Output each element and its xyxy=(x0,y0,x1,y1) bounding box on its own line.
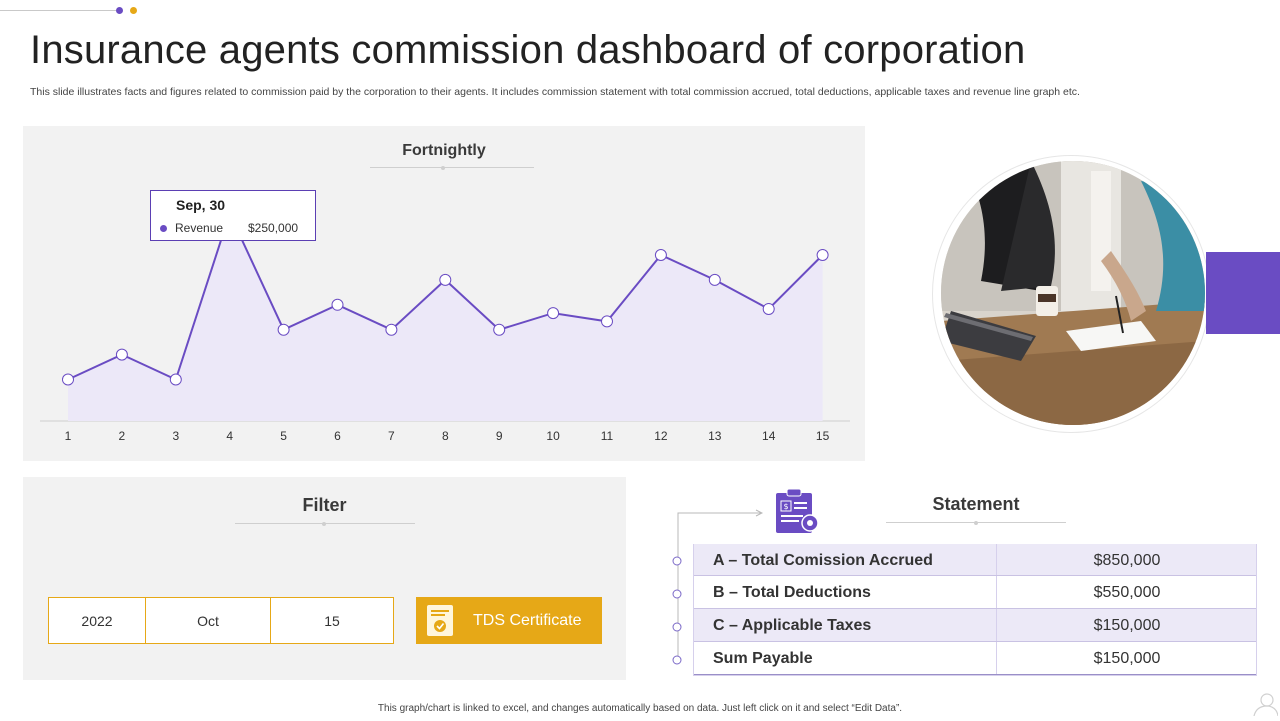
tds-certificate-label: TDS Certificate xyxy=(473,612,582,629)
tooltip-series-name: Revenue xyxy=(175,221,224,235)
user-silhouette-icon xyxy=(1252,692,1279,721)
purple-accent-block xyxy=(1206,252,1280,334)
certificate-badge-icon xyxy=(427,605,453,641)
statement-label: C – Applicable Taxes xyxy=(713,617,872,634)
statement-label: B – Total Deductions xyxy=(713,584,871,601)
purple-dot-decoration xyxy=(116,7,123,14)
statement-row-accrued: A – Total Comission Accrued $850,000 xyxy=(693,544,1257,576)
filter-panel-title: Filter xyxy=(302,495,347,515)
filter-panel: Filter xyxy=(23,477,626,680)
tooltip-series-dot xyxy=(160,225,167,232)
clipboard-dollar-gear-icon: $ xyxy=(775,488,821,539)
row-divider xyxy=(996,576,997,608)
chart-panel-title: Fortnightly xyxy=(402,142,486,159)
statement-row-sum-payable: Sum Payable $150,000 xyxy=(693,642,1257,676)
day-field[interactable]: 15 xyxy=(270,597,394,644)
chart-title-rule-dot xyxy=(441,166,445,170)
tooltip-value: $250,000 xyxy=(248,221,299,235)
statement-label: A – Total Comission Accrued xyxy=(713,552,933,569)
statement-table: A – Total Comission Accrued $850,000 B –… xyxy=(693,544,1257,676)
row-divider xyxy=(996,609,997,641)
month-field[interactable]: Oct xyxy=(145,597,271,644)
statement-title-rule-dot xyxy=(974,521,978,525)
chart-panel: Fortnightly xyxy=(23,126,865,461)
gold-dot-decoration xyxy=(130,7,137,14)
year-field[interactable]: 2022 xyxy=(48,597,146,644)
statement-value: $550,000 xyxy=(1093,584,1161,601)
statement-value: $150,000 xyxy=(1093,650,1161,667)
statement-title: Statement xyxy=(932,494,1020,514)
page-subtitle: This slide illustrates facts and figures… xyxy=(30,86,1080,98)
statement-label: Sum Payable xyxy=(713,650,813,667)
decorative-top-line xyxy=(0,10,116,11)
statement-value: $850,000 xyxy=(1093,552,1161,569)
page-title: Insurance agents commission dashboard of… xyxy=(30,28,1026,72)
tds-certificate-button[interactable]: TDS Certificate xyxy=(416,597,602,644)
chart-tooltip: Sep, 30 Revenue $250,000 xyxy=(150,190,316,241)
statement-row-deductions: B – Total Deductions $550,000 xyxy=(693,576,1257,609)
tooltip-date: Sep, 30 xyxy=(176,197,226,213)
footer-note: This graph/chart is linked to excel, and… xyxy=(377,703,903,714)
office-meeting-photo xyxy=(941,161,1205,425)
filter-title-rule-dot xyxy=(322,522,326,526)
row-divider xyxy=(996,544,997,575)
statement-value: $150,000 xyxy=(1093,617,1161,634)
chart-title-rule xyxy=(370,167,534,168)
statement-row-taxes: C – Applicable Taxes $150,000 xyxy=(693,609,1257,642)
row-divider xyxy=(996,642,997,674)
svg-text:$: $ xyxy=(783,502,788,511)
